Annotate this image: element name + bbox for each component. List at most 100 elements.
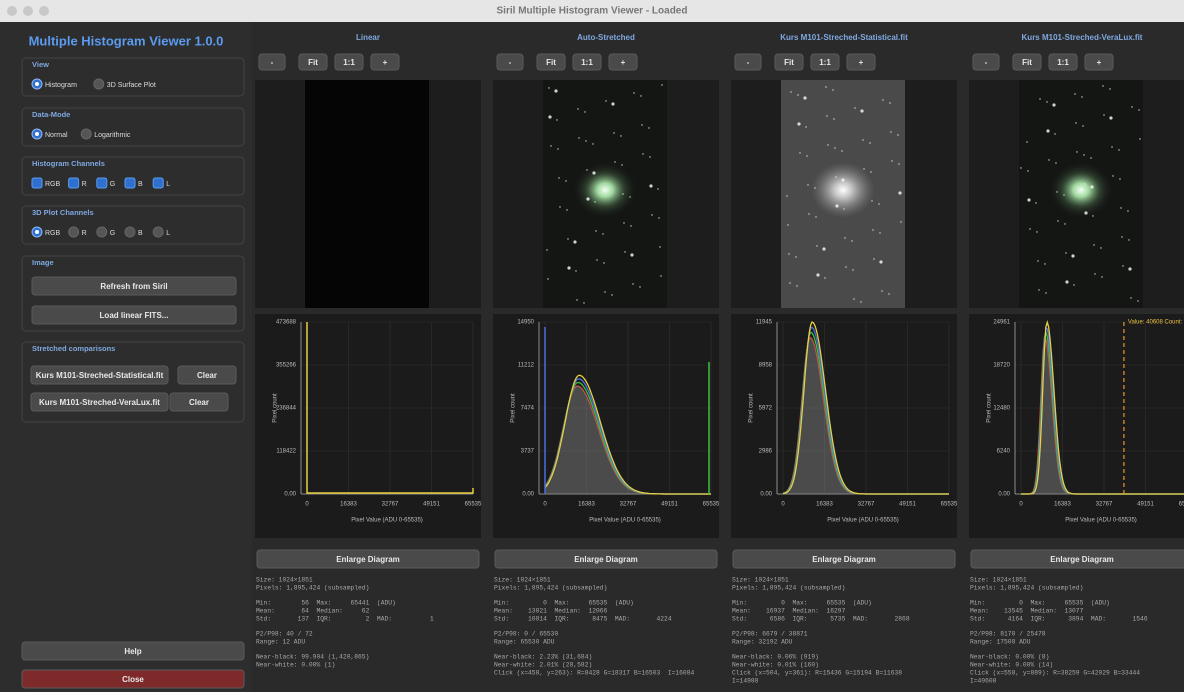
star xyxy=(1120,207,1122,209)
window-minimize[interactable] xyxy=(23,6,33,16)
x-axis-label: Pixel Value (ADU 0-65535) xyxy=(351,518,423,524)
histogram-curve xyxy=(306,322,474,494)
star xyxy=(789,282,791,284)
checkbox[interactable] xyxy=(68,177,80,189)
star xyxy=(1076,151,1078,153)
help-button-label: Help xyxy=(124,647,141,656)
star xyxy=(882,99,884,101)
load-button[interactable] xyxy=(31,305,237,325)
star xyxy=(630,225,632,227)
star xyxy=(1093,244,1095,246)
zoom-button-label: + xyxy=(859,58,864,67)
zoom-button[interactable] xyxy=(298,53,328,71)
stats-line: P2/P98: 8170 / 25478 xyxy=(970,631,1046,638)
zoom-button[interactable] xyxy=(972,53,1000,71)
option-label: L xyxy=(166,181,170,188)
star xyxy=(1057,220,1059,222)
checkbox[interactable] xyxy=(31,177,43,189)
zoom-button-label: - xyxy=(985,58,988,67)
star xyxy=(797,94,799,96)
zoom-button-label: - xyxy=(271,58,274,67)
star xyxy=(639,286,641,288)
enlarge-button[interactable] xyxy=(494,549,718,569)
y-tick-label: 6240 xyxy=(997,449,1011,455)
stats-line: Size: 1024×1851 xyxy=(970,577,1027,584)
clear-button-label: Clear xyxy=(189,398,209,407)
star xyxy=(844,237,846,239)
star xyxy=(787,224,789,226)
refresh-button[interactable] xyxy=(31,276,237,296)
option-label: R xyxy=(82,230,87,237)
zoom-button-label: 1:1 xyxy=(1057,58,1069,67)
y-tick-label: 0.00 xyxy=(284,492,296,498)
zoom-button[interactable] xyxy=(1084,53,1114,71)
star xyxy=(826,115,828,117)
star xyxy=(822,247,826,251)
close-button[interactable] xyxy=(21,669,245,689)
star xyxy=(898,163,900,165)
star xyxy=(583,302,585,304)
help-button[interactable] xyxy=(21,641,245,661)
zoom-button[interactable] xyxy=(496,53,524,71)
enlarge-button[interactable] xyxy=(732,549,956,569)
zoom-button[interactable] xyxy=(810,53,840,71)
checkbox[interactable] xyxy=(124,177,136,189)
zoom-button[interactable] xyxy=(1048,53,1078,71)
zoom-button[interactable] xyxy=(536,53,566,71)
zoom-button[interactable] xyxy=(774,53,804,71)
zoom-button[interactable] xyxy=(846,53,876,71)
enlarge-button[interactable] xyxy=(970,549,1184,569)
zoom-button[interactable] xyxy=(734,53,762,71)
radio[interactable] xyxy=(68,226,80,238)
star xyxy=(1127,210,1129,212)
zoom-button[interactable] xyxy=(258,53,286,71)
zoom-button-label: 1:1 xyxy=(819,58,831,67)
clear-button[interactable] xyxy=(177,365,237,385)
radio[interactable] xyxy=(80,128,92,140)
stats-line: Mean: 16937 Median: 16297 xyxy=(732,608,846,615)
star xyxy=(1081,96,1083,98)
zoom-button[interactable] xyxy=(334,53,364,71)
window-zoom[interactable] xyxy=(39,6,49,16)
stats-line: Near-white: 2.01% (28,582) xyxy=(494,662,592,669)
y-tick-label: 0.00 xyxy=(998,492,1010,498)
star xyxy=(806,155,808,157)
option-label: G xyxy=(110,230,115,237)
y-tick-label: 0.00 xyxy=(522,492,534,498)
stats-line: Min: 0 Max: 65535 (ADU) xyxy=(494,600,634,607)
star xyxy=(863,168,865,170)
x-tick-label: 49151 xyxy=(899,502,916,508)
star xyxy=(1112,175,1114,177)
radio[interactable] xyxy=(124,226,136,238)
panel-title: Kurs M101-Streched-VeraLux.fit xyxy=(1022,33,1143,42)
star xyxy=(577,108,579,110)
y-tick-label: 8958 xyxy=(759,363,773,369)
checkbox[interactable] xyxy=(152,177,164,189)
file-button[interactable] xyxy=(30,365,169,385)
star xyxy=(827,144,829,146)
x-tick-label: 16383 xyxy=(1054,502,1071,508)
star xyxy=(622,193,624,195)
star xyxy=(1071,254,1075,258)
checkbox[interactable] xyxy=(96,177,108,189)
zoom-button[interactable] xyxy=(608,53,638,71)
clear-button[interactable] xyxy=(169,392,229,412)
star xyxy=(641,124,643,126)
radio[interactable] xyxy=(93,78,105,90)
window-close[interactable] xyxy=(7,6,17,16)
star xyxy=(620,135,622,137)
radio[interactable] xyxy=(96,226,108,238)
zoom-button[interactable] xyxy=(1012,53,1042,71)
star xyxy=(1138,109,1140,111)
radio[interactable] xyxy=(152,226,164,238)
enlarge-button[interactable] xyxy=(256,549,480,569)
x-axis-label: Pixel Value (ADU 0-65535) xyxy=(1065,518,1137,524)
file-button[interactable] xyxy=(30,392,169,412)
group-box xyxy=(21,255,245,332)
zoom-button[interactable] xyxy=(572,53,602,71)
star xyxy=(1121,236,1123,238)
y-tick-label: 7474 xyxy=(521,406,535,412)
y-tick-label: 355266 xyxy=(276,363,297,369)
zoom-button[interactable] xyxy=(370,53,400,71)
